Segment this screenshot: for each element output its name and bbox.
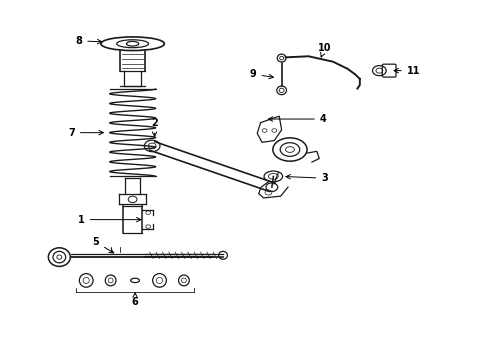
Text: 4: 4 xyxy=(269,114,326,124)
Text: 9: 9 xyxy=(250,69,273,79)
Text: 1: 1 xyxy=(78,215,141,225)
Text: 8: 8 xyxy=(75,36,102,46)
Text: 11: 11 xyxy=(394,66,420,76)
Text: 6: 6 xyxy=(132,293,139,307)
Text: 10: 10 xyxy=(318,43,331,57)
Text: 7: 7 xyxy=(68,128,103,138)
Text: 2: 2 xyxy=(151,118,158,136)
Text: 5: 5 xyxy=(93,237,114,253)
Text: 3: 3 xyxy=(286,173,328,183)
